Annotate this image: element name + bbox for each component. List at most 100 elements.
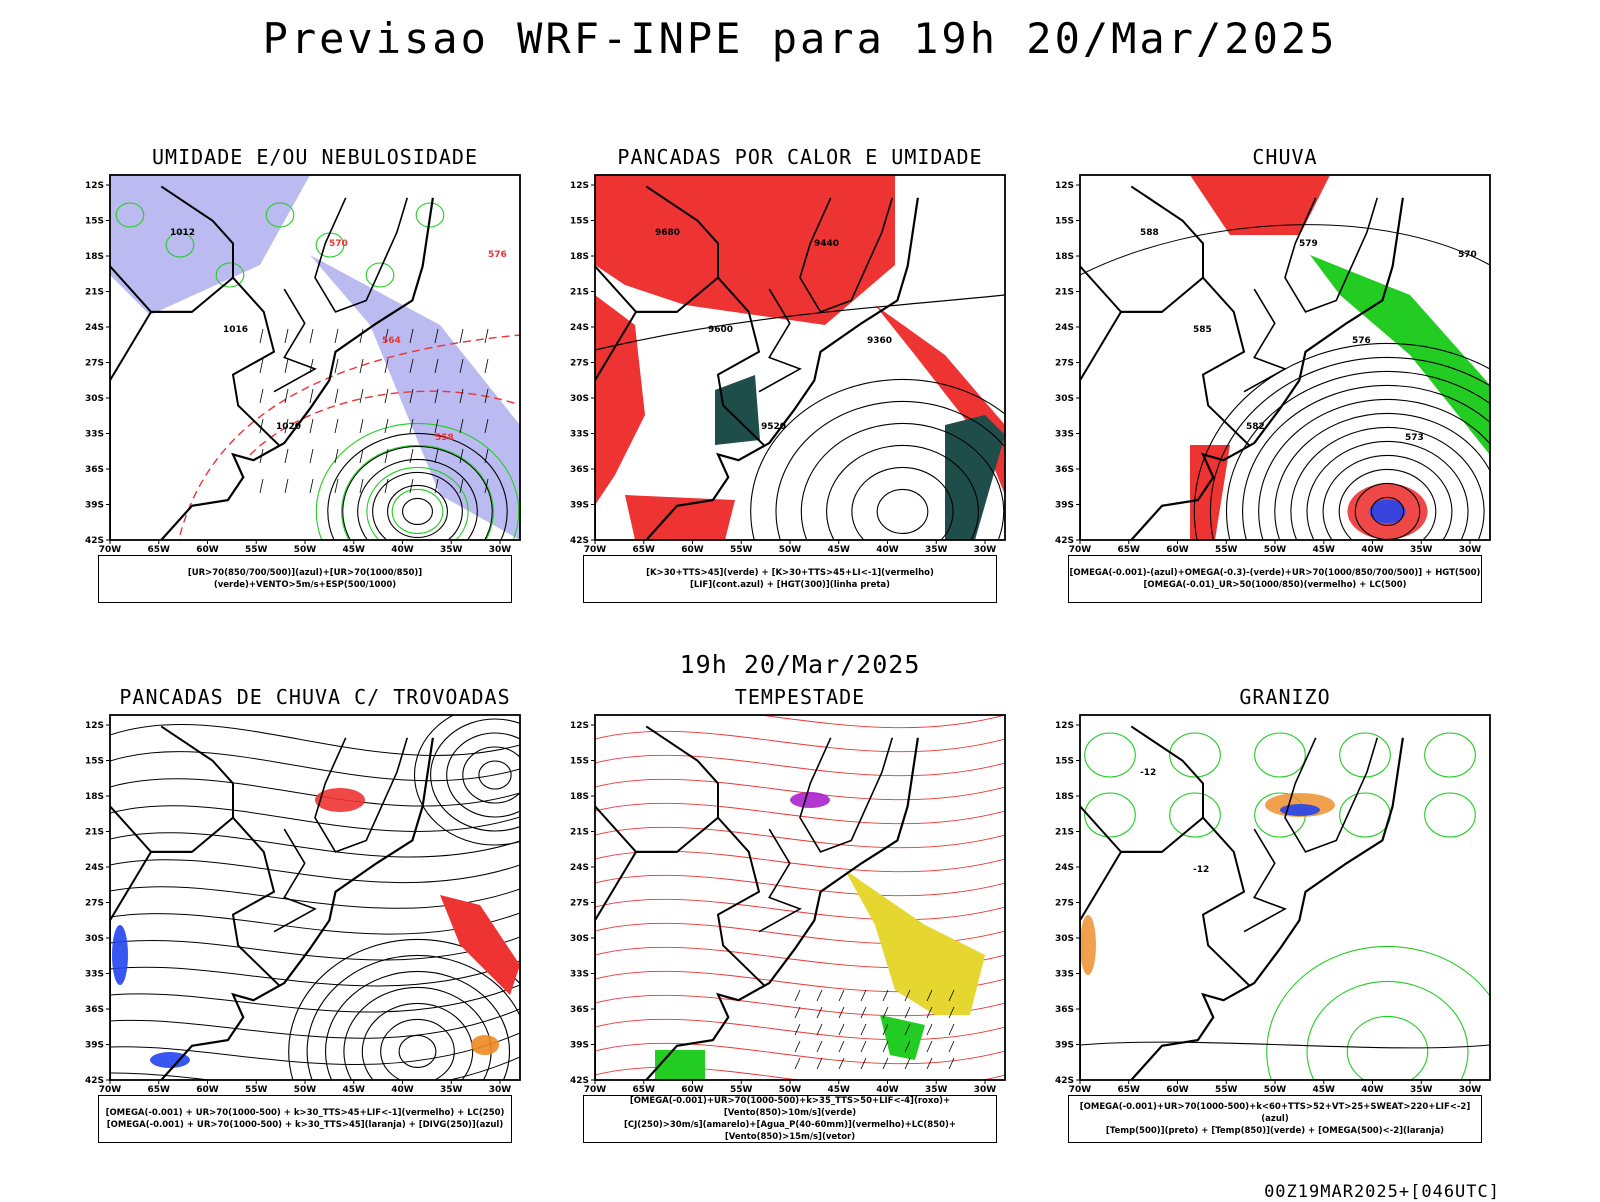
map-background	[110, 715, 520, 1080]
lat-label: 33S	[570, 430, 589, 440]
streamline	[446, 732, 520, 818]
wind-vector	[484, 418, 489, 434]
legend-box: [UR>70(850/700/500)](azul)+[UR>70(1000/8…	[98, 555, 512, 603]
thunderstorm-area	[315, 788, 365, 812]
lat-label: 36S	[570, 1005, 589, 1015]
lat-label: 42S	[570, 1076, 589, 1086]
legend-line: [OMEGA(-0.01)_UR>50(1000/850)(vermelho) …	[1143, 580, 1407, 590]
lon-label: 70W	[1069, 545, 1092, 555]
lon-label: 70W	[99, 545, 122, 555]
pressure-contour	[387, 484, 448, 539]
streamline	[288, 938, 520, 1080]
wind-vector	[838, 1040, 845, 1053]
legend-line: [UR>70(850/700/500)](azul)+[UR>70(1000/8…	[187, 568, 423, 590]
wind-vector	[309, 418, 314, 434]
wind-vector	[334, 418, 339, 434]
lon-label: 40W	[876, 545, 899, 555]
map-frame	[1079, 714, 1491, 1081]
wind-vector	[359, 388, 364, 404]
streamline	[478, 760, 512, 790]
wind-vector	[904, 1040, 911, 1053]
lon-label: 50W	[779, 1085, 802, 1095]
wind-vector	[434, 358, 439, 374]
height-contour	[1338, 468, 1437, 540]
streamline	[110, 1008, 520, 1039]
map-background	[595, 715, 1005, 1080]
height-contour	[775, 400, 1005, 540]
wind-vector	[409, 448, 414, 464]
wind-vector	[816, 989, 823, 1002]
divergence-area	[112, 925, 128, 985]
lat-label: 30S	[570, 394, 589, 404]
map-frame	[109, 174, 521, 541]
contour-label: 573	[1405, 433, 1424, 443]
streamline	[595, 1042, 1005, 1065]
lat-label: 18S	[1055, 792, 1074, 802]
state-border	[1284, 737, 1379, 853]
lat-label: 15S	[85, 217, 104, 227]
state-border	[314, 197, 409, 313]
contour-label: 9520	[761, 422, 786, 432]
lat-label: 24S	[1055, 323, 1074, 333]
streamline	[110, 778, 520, 807]
panel-title: TEMPESTADE	[734, 685, 866, 709]
lat-label: 21S	[570, 828, 589, 838]
panel-hail: GRANIZO 12S 15S 18S 21S 24S 27S 30S 33S 36S 39S 42…	[1050, 685, 1520, 1165]
wind-vector	[838, 989, 845, 1002]
wind-vector	[359, 478, 364, 494]
lat-label: 15S	[85, 757, 104, 767]
wind-vector	[334, 388, 339, 404]
map-content	[595, 175, 1005, 540]
lat-label: 15S	[570, 757, 589, 767]
lat-label: 12S	[1055, 181, 1074, 191]
streamline	[110, 724, 520, 756]
panel-heat-showers: PANCADAS POR CALOR E UMIDADE 12S 15S 18S 21…	[565, 145, 1035, 625]
legend-line: [OMEGA(-0.001) + UR>70(1000-500) + k>30_…	[105, 1108, 505, 1118]
temp500-contour	[1080, 1041, 1490, 1049]
rain-area	[1190, 445, 1230, 540]
wind-vector	[948, 1057, 955, 1070]
lat-label: 42S	[1055, 536, 1074, 546]
wind-vector	[259, 388, 264, 404]
legend-line: [CJ(250)>30m/s](amarelo)+[Agua_P(40-60mm…	[623, 1120, 957, 1142]
lon-label: 55W	[1215, 1085, 1238, 1095]
wind-vector	[904, 1006, 911, 1019]
contour-label: 564	[382, 336, 401, 346]
wind-area	[655, 1050, 705, 1080]
wind-vector	[882, 1006, 889, 1019]
wind-vector	[816, 1006, 823, 1019]
wind-vector	[882, 1023, 889, 1036]
humidity-contour	[365, 262, 395, 288]
lat-label: 15S	[1055, 757, 1074, 767]
wind-vector	[904, 1057, 911, 1070]
lon-label: 50W	[294, 545, 317, 555]
lat-label: 12S	[570, 181, 589, 191]
lon-label: 45W	[828, 545, 851, 555]
legend-line: [K>30+TTS>45](verde) + [K>30+TTS>45+LI<-…	[646, 568, 934, 578]
panel-rain: CHUVA 12S 15S 18S 21S 24S 27S 30S 33S 36S 39S 42S 7…	[1050, 145, 1520, 625]
height-contour	[876, 488, 929, 535]
panel-title: GRANIZO	[1239, 685, 1331, 709]
temp850-contour	[1266, 945, 1490, 1080]
humidity-contour	[391, 488, 444, 535]
wind-vector	[434, 328, 439, 344]
border-line	[110, 850, 192, 1080]
streamline	[110, 960, 520, 987]
height-contour	[595, 294, 1005, 351]
wind-vector	[284, 358, 289, 374]
lon-label: 30W	[489, 1085, 512, 1095]
lon-label: 45W	[343, 545, 366, 555]
legend-line: [OMEGA(-0.001) + UR>70(1000-500) + k>30_…	[106, 1120, 504, 1130]
lat-label: 39S	[1055, 1041, 1074, 1051]
coastline	[160, 737, 434, 1080]
streamline	[595, 802, 1005, 825]
contour-label: 9600	[708, 325, 733, 335]
legend-box: [OMEGA(-0.001)+UR>70(1000-500)+k<60+TTS>…	[1068, 1095, 1482, 1143]
wind-vector	[334, 328, 339, 344]
